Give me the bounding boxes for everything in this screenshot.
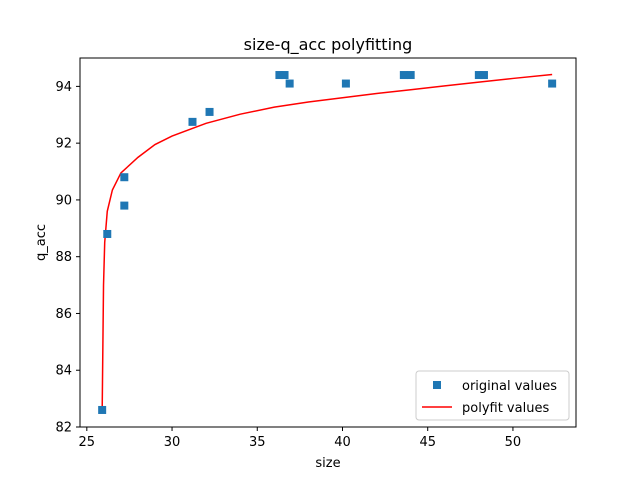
data-point-marker	[341, 79, 350, 88]
y-axis-label: q_acc	[34, 224, 49, 261]
y-tick-label: 90	[55, 193, 72, 208]
y-tick-label: 94	[55, 80, 72, 95]
x-tick-label: 35	[249, 435, 266, 450]
data-point-marker	[479, 71, 488, 80]
data-point-marker	[548, 79, 557, 88]
x-tick-label: 25	[79, 435, 96, 450]
legend: original values polyfit values	[415, 370, 570, 421]
data-point-marker	[406, 71, 415, 80]
data-point-marker	[120, 173, 129, 182]
y-axis-ticks: 82 84 86 88 90 92 94	[55, 80, 80, 436]
data-point-marker	[285, 79, 294, 88]
x-axis-ticks: 25 30 35 40 45 50	[79, 427, 522, 450]
x-tick-label: 30	[164, 435, 181, 450]
x-tick-label: 45	[419, 435, 436, 450]
legend-box	[415, 370, 570, 421]
polyfit-line-layer	[101, 73, 553, 413]
y-tick-label: 82	[55, 421, 72, 436]
x-tick-label: 50	[505, 435, 522, 450]
plot-frame	[79, 57, 577, 428]
legend-label-original-values: original values	[462, 379, 557, 394]
data-point-marker	[120, 201, 129, 210]
y-tick-label: 88	[55, 250, 72, 265]
data-point-marker	[280, 71, 289, 80]
legend-label-polyfit-values: polyfit values	[462, 401, 549, 416]
data-point-marker	[188, 117, 197, 126]
x-tick-label: 40	[334, 435, 351, 450]
data-point-marker	[399, 71, 408, 80]
data-point-marker	[205, 107, 214, 116]
polyfit-line	[101, 73, 553, 413]
data-point-marker	[98, 405, 107, 414]
data-point-marker	[275, 71, 284, 80]
y-tick-label: 84	[55, 364, 72, 379]
plot-area	[80, 58, 576, 427]
original-values-marker-layer	[98, 71, 557, 414]
x-axis-label: size	[315, 456, 340, 471]
y-tick-label: 86	[55, 307, 72, 322]
y-tick-label: 92	[55, 137, 72, 152]
data-point-marker	[474, 71, 483, 80]
data-point-marker	[103, 229, 112, 238]
legend-marker-original-values	[433, 381, 441, 389]
chart-title: size-q_acc polyfitting	[244, 35, 413, 55]
